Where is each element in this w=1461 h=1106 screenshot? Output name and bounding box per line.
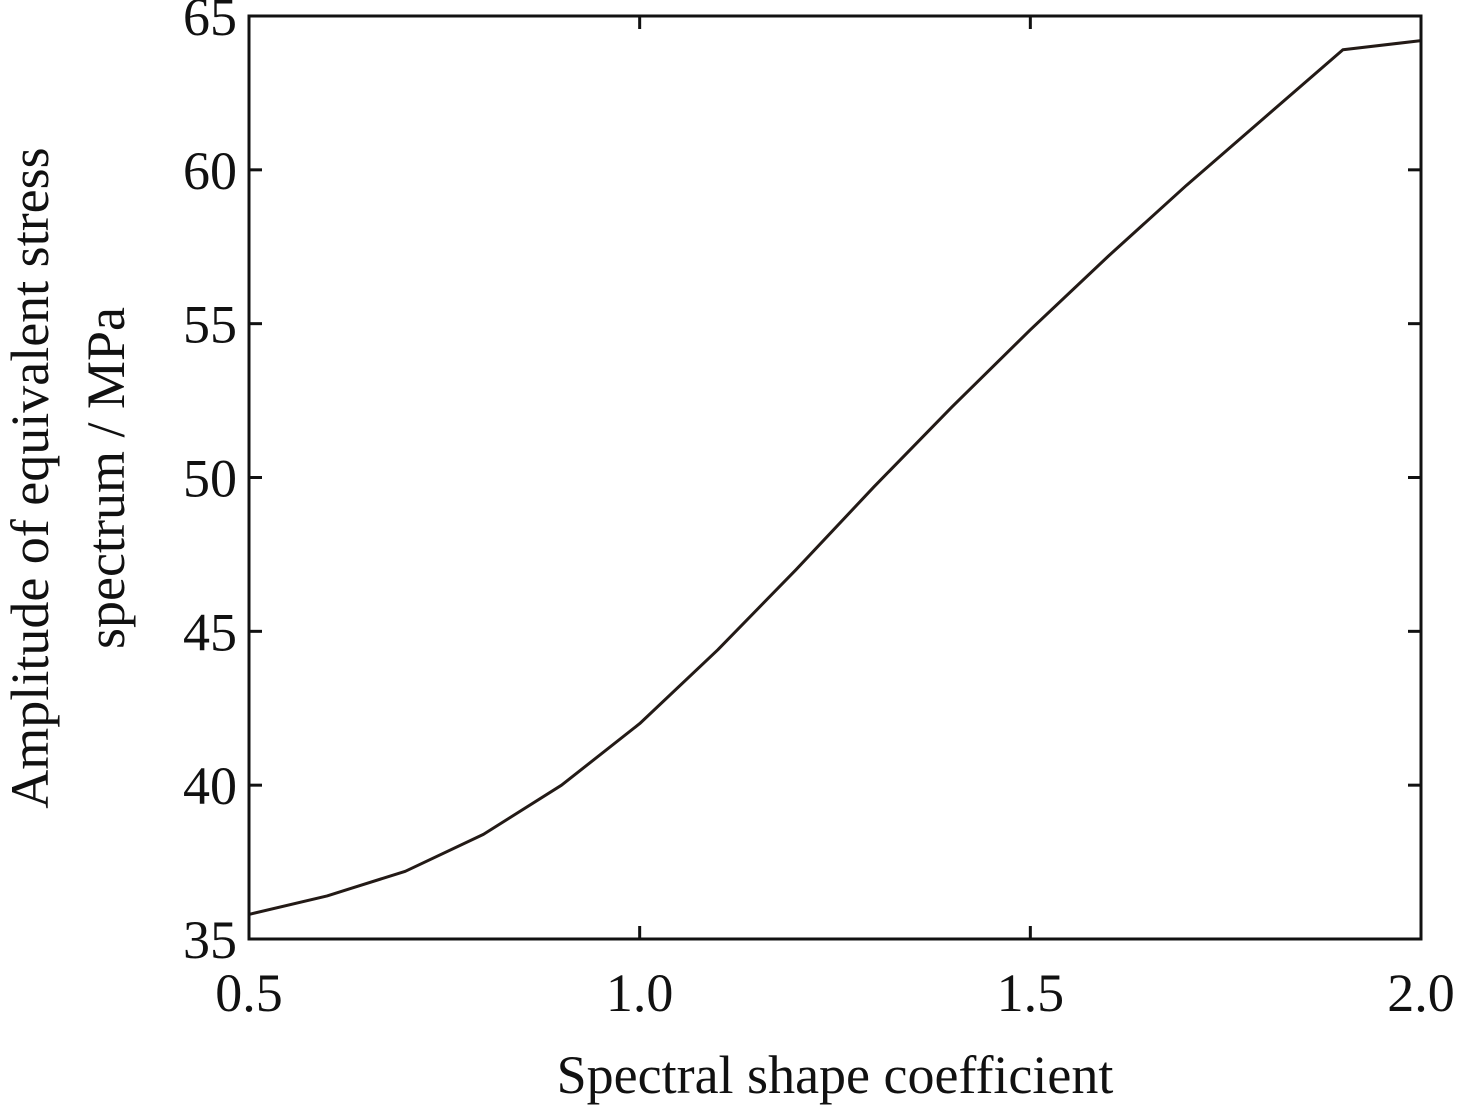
x-tick-label: 1.0 (606, 963, 674, 1023)
y-tick-label: 55 (183, 295, 237, 355)
x-axis-title: Spectral shape coefficient (557, 1045, 1114, 1105)
y-axis-ticks: 35 40 45 50 55 60 65 (183, 0, 1421, 970)
y-tick-label: 60 (183, 141, 237, 201)
x-tick-label: 0.5 (215, 963, 283, 1023)
y-axis-title-line-2: spectrum / MPa (76, 307, 136, 649)
series-layer (247, 39, 1423, 916)
y-tick-label: 40 (183, 756, 237, 816)
y-tick-label: 50 (183, 449, 237, 509)
y-axis-title-line-1: Amplitude of equivalent stress (0, 147, 60, 808)
x-axis-ticks: 0.5 1.0 1.5 2.0 (215, 16, 1455, 1023)
y-tick-label: 45 (183, 602, 237, 662)
y-tick-label: 65 (183, 0, 237, 47)
x-tick-label: 1.5 (997, 963, 1065, 1023)
x-tick-label: 2.0 (1387, 963, 1455, 1023)
y-tick-label: 35 (183, 910, 237, 970)
series-line (247, 39, 1423, 916)
plot-frame (247, 14, 1423, 941)
